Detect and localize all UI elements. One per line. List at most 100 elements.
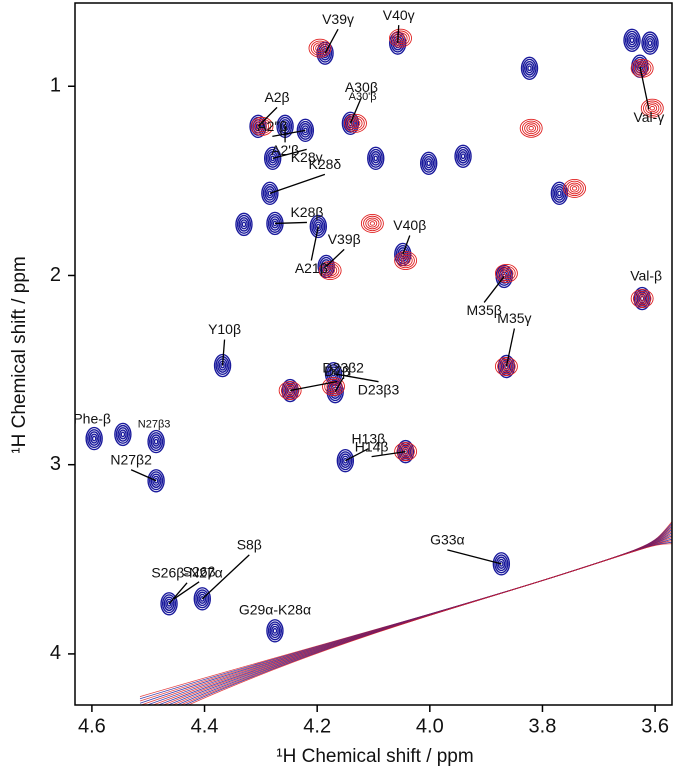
annotation-leader [447, 549, 502, 565]
peak-contour [152, 436, 161, 447]
peak-contour [629, 37, 635, 44]
peak-contour [647, 40, 653, 47]
peak-contour [120, 431, 126, 438]
diagonal-contour [139, 521, 672, 697]
peak-contour [338, 451, 353, 471]
peak-contour [454, 144, 472, 168]
peak-contour [236, 214, 252, 234]
annotation-leader [349, 97, 363, 124]
peak-contour [393, 32, 408, 45]
peak-contour [336, 449, 355, 473]
annotation: D23β3 [358, 381, 400, 397]
peak [296, 118, 315, 143]
peak-contour [88, 431, 100, 446]
diagonal-contour [146, 529, 672, 705]
peak-contour [215, 356, 230, 376]
annotation-leader [397, 25, 400, 44]
plot-frame [74, 2, 673, 706]
annotation-leader [333, 373, 379, 383]
peak-contour [639, 296, 645, 301]
peak-contour [344, 116, 356, 131]
annotation: Y10β [208, 321, 241, 337]
y-tick-label: 4 [50, 642, 61, 664]
peak-contour [521, 120, 541, 136]
peak [641, 31, 659, 55]
plot-area [85, 28, 672, 705]
peak [360, 213, 384, 233]
annotation: V40β [393, 217, 426, 233]
peak-contour [646, 38, 654, 49]
peak-contour [371, 153, 380, 164]
peak-contour [495, 556, 507, 572]
peak [640, 98, 664, 118]
peak [261, 181, 279, 206]
peak-contour [647, 104, 658, 113]
peak-contour [85, 426, 103, 451]
peak-contour [492, 552, 511, 576]
annotation-leader [168, 582, 188, 605]
peak-contour [346, 115, 365, 131]
peak [85, 426, 103, 451]
peak-contour [165, 598, 173, 609]
peak-contour [283, 384, 298, 397]
peak-contour [261, 181, 279, 206]
peak-contour [343, 457, 348, 464]
peak [494, 357, 518, 376]
x-tick-label: 4.4 [191, 715, 219, 737]
peak-contour [555, 188, 564, 199]
peak-contour [147, 429, 165, 454]
peak-contour [240, 219, 248, 230]
peak [263, 146, 282, 171]
annotation: Val-γ [633, 109, 664, 125]
x-tick-label: 3.6 [641, 715, 669, 737]
peak-contour [563, 178, 587, 198]
peak-contour [149, 471, 164, 491]
peak-contour [323, 264, 338, 277]
peak [160, 592, 178, 616]
peak-contour [553, 186, 565, 201]
annotation: D23β2 [322, 359, 364, 375]
annotation-leader [345, 448, 369, 462]
peak [266, 619, 284, 643]
peak-contour [317, 45, 323, 51]
peak-contour [528, 126, 534, 131]
peak-contour [150, 473, 162, 489]
peak [519, 118, 543, 138]
peak-contour [118, 429, 127, 440]
peak-contour [326, 380, 341, 393]
peak [394, 251, 418, 270]
annotation-leader [334, 377, 344, 392]
peak [394, 442, 418, 462]
peak-contour [649, 105, 655, 111]
peak [308, 38, 332, 58]
peak-contour [426, 160, 431, 167]
x-tick-label: 3.8 [529, 715, 557, 737]
peak-contour [424, 158, 433, 169]
peak-contour [497, 558, 506, 569]
peak [520, 56, 539, 80]
peak-contour [348, 117, 363, 130]
annotation: M35β [467, 302, 502, 318]
peak [623, 28, 641, 52]
annotation-leader [269, 173, 326, 194]
annotation: A30β [345, 79, 378, 95]
peak-contour [626, 32, 638, 48]
peak-contour [497, 354, 516, 379]
annotation: N27β2 [110, 451, 152, 467]
peak-contour [373, 155, 379, 162]
diagonal-contour [139, 522, 672, 700]
peak-contour [308, 38, 332, 58]
annotation: A2β [264, 89, 289, 105]
peak [147, 429, 165, 454]
peak-contour [389, 28, 412, 48]
peak-contour [367, 146, 385, 171]
peak-contour [567, 182, 582, 195]
peak-contour [195, 589, 210, 609]
peak-contour [368, 148, 383, 168]
peak-contour [299, 123, 311, 138]
annotation: K28δ [309, 156, 342, 172]
peak-contour [569, 184, 580, 193]
peak-contour [520, 56, 539, 80]
peak-contour [396, 439, 415, 464]
